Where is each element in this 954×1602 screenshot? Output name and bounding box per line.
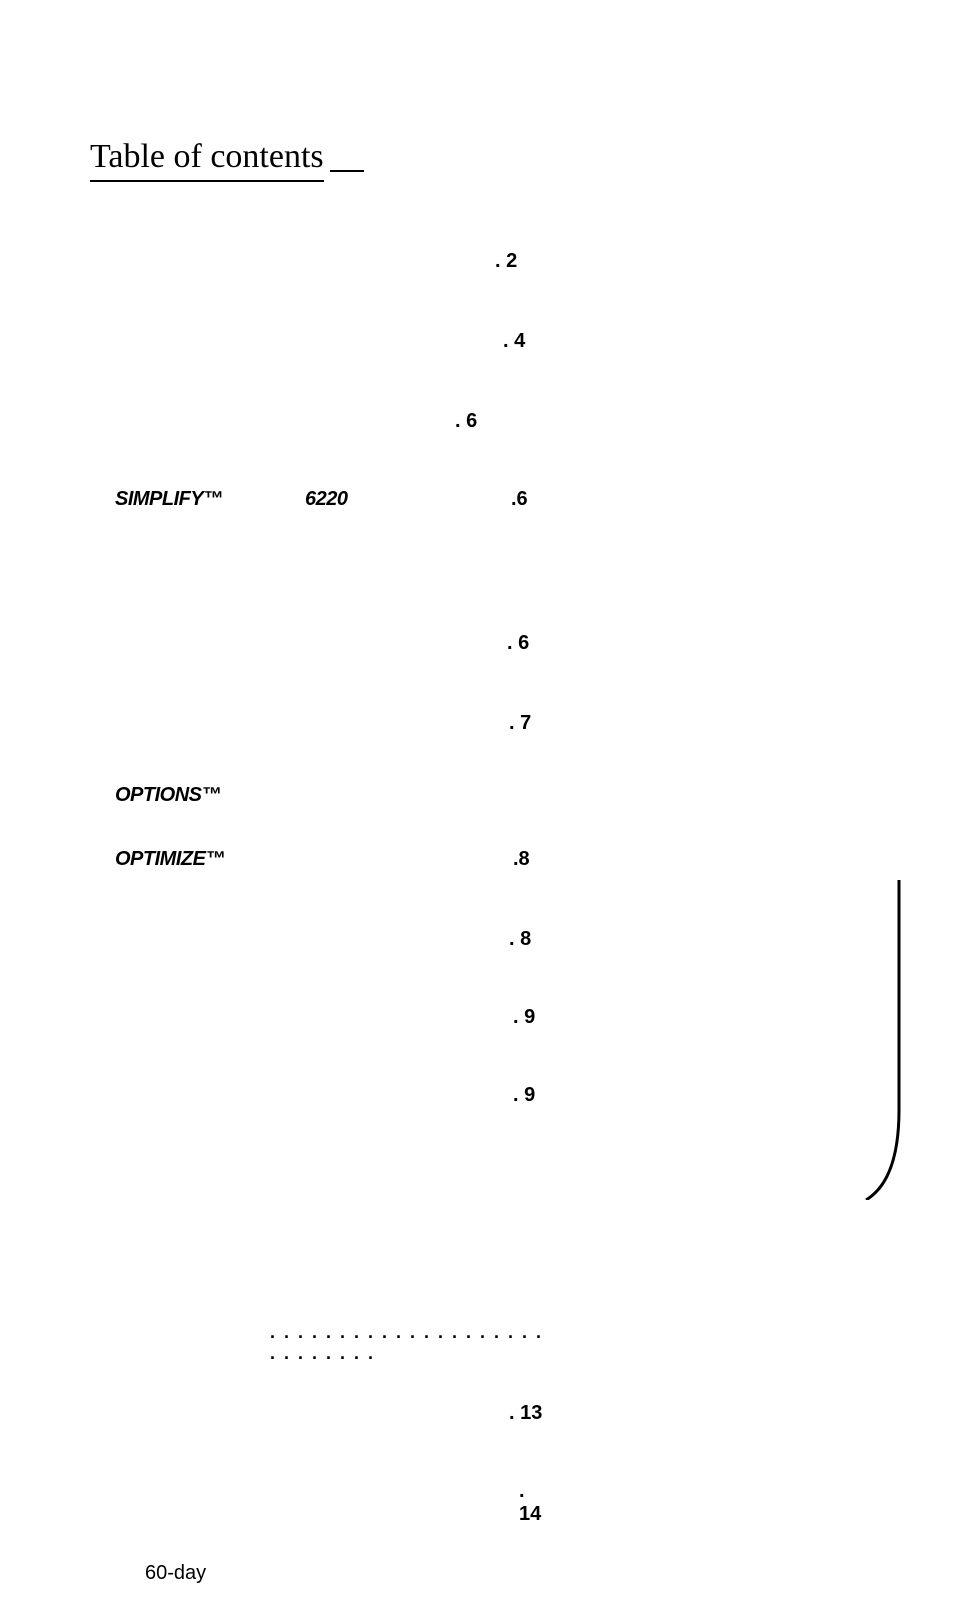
- toc-label-optimize: OPTIMIZE™: [115, 848, 225, 871]
- toc-row: . 6: [115, 632, 545, 672]
- page-number: . 14: [519, 1480, 545, 1526]
- toc-row: . 4: [115, 330, 545, 370]
- page-number: .8: [513, 848, 530, 871]
- title-underline-tail: [330, 170, 364, 172]
- table-of-contents: . 2 . 4 . 6 SIMPLIFY™ 6220 .6 . 6 . 7 OP…: [115, 250, 545, 850]
- page-number: .6: [511, 488, 528, 511]
- toc-model: 6220: [305, 488, 348, 511]
- toc-row: OPTIMIZE™ .8: [115, 848, 545, 888]
- toc-row: OPTIONS™: [115, 784, 545, 824]
- toc-label-simplify: SIMPLIFY™: [115, 488, 223, 511]
- page-edge-curve: [854, 880, 914, 1200]
- page-number: . 7: [509, 712, 531, 735]
- page-number: . 6: [455, 410, 477, 433]
- page-number: . 6: [507, 632, 529, 655]
- page-number: . 9: [513, 1006, 535, 1029]
- toc-row: . . . . . . . . . . . . . . . . . . . . …: [115, 1326, 545, 1366]
- page-number: . 9: [513, 1084, 535, 1107]
- toc-row: . 14: [115, 1480, 545, 1520]
- leader-dots: . . . . . . . . . . . . . . . . . . . . …: [270, 1322, 545, 1364]
- page-number: . 4: [503, 330, 525, 353]
- toc-row: . 2: [115, 250, 545, 290]
- page-title: Table of contents: [90, 138, 324, 182]
- toc-row: . 13: [115, 1402, 545, 1442]
- page-number: . 13: [509, 1402, 542, 1425]
- page-number: . 2: [495, 250, 517, 273]
- page-number: . 8: [509, 928, 531, 951]
- toc-row: . 9: [115, 1006, 545, 1046]
- toc-row: . 7: [115, 712, 545, 752]
- toc-label-options: OPTIONS™: [115, 784, 221, 807]
- toc-row: 60-day: [115, 1562, 545, 1602]
- toc-row: SIMPLIFY™ 6220 .6: [115, 488, 545, 528]
- toc-label-60day: 60-day: [145, 1562, 206, 1585]
- toc-row: . 6: [115, 410, 545, 450]
- page: Table of contents . 2 . 4 . 6 SIMPLIFY™ …: [0, 0, 954, 1397]
- toc-row: . 9: [115, 1084, 545, 1124]
- toc-row: . 8: [115, 928, 545, 968]
